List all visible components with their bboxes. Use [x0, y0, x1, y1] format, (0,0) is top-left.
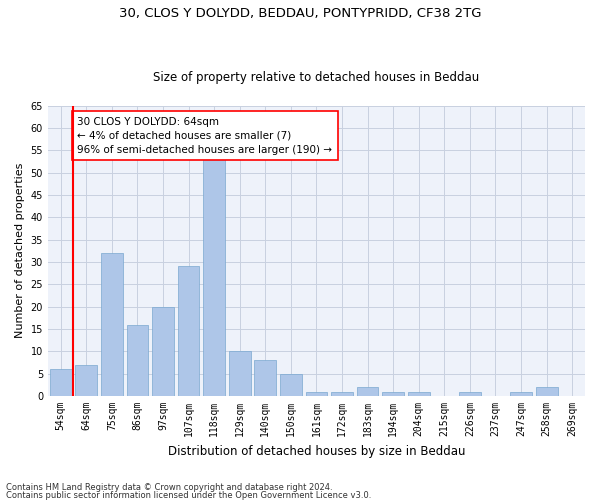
- Text: 30 CLOS Y DOLYDD: 64sqm
← 4% of detached houses are smaller (7)
96% of semi-deta: 30 CLOS Y DOLYDD: 64sqm ← 4% of detached…: [77, 116, 332, 154]
- Bar: [510, 392, 532, 396]
- Text: 30, CLOS Y DOLYDD, BEDDAU, PONTYPRIDD, CF38 2TG: 30, CLOS Y DOLYDD, BEDDAU, PONTYPRIDD, C…: [119, 8, 481, 20]
- Bar: [305, 392, 328, 396]
- Bar: [229, 352, 251, 396]
- Title: Size of property relative to detached houses in Beddau: Size of property relative to detached ho…: [154, 70, 479, 84]
- Bar: [254, 360, 276, 396]
- Bar: [76, 365, 97, 396]
- Bar: [357, 387, 379, 396]
- Bar: [101, 253, 123, 396]
- Text: Contains public sector information licensed under the Open Government Licence v3: Contains public sector information licen…: [6, 490, 371, 500]
- Bar: [203, 154, 225, 396]
- Y-axis label: Number of detached properties: Number of detached properties: [15, 163, 25, 338]
- Bar: [152, 306, 174, 396]
- Bar: [127, 324, 148, 396]
- Bar: [280, 374, 302, 396]
- Bar: [382, 392, 404, 396]
- Bar: [50, 369, 71, 396]
- Bar: [459, 392, 481, 396]
- Bar: [408, 392, 430, 396]
- Bar: [331, 392, 353, 396]
- X-axis label: Distribution of detached houses by size in Beddau: Distribution of detached houses by size …: [168, 444, 465, 458]
- Bar: [536, 387, 557, 396]
- Bar: [178, 266, 199, 396]
- Text: Contains HM Land Registry data © Crown copyright and database right 2024.: Contains HM Land Registry data © Crown c…: [6, 484, 332, 492]
